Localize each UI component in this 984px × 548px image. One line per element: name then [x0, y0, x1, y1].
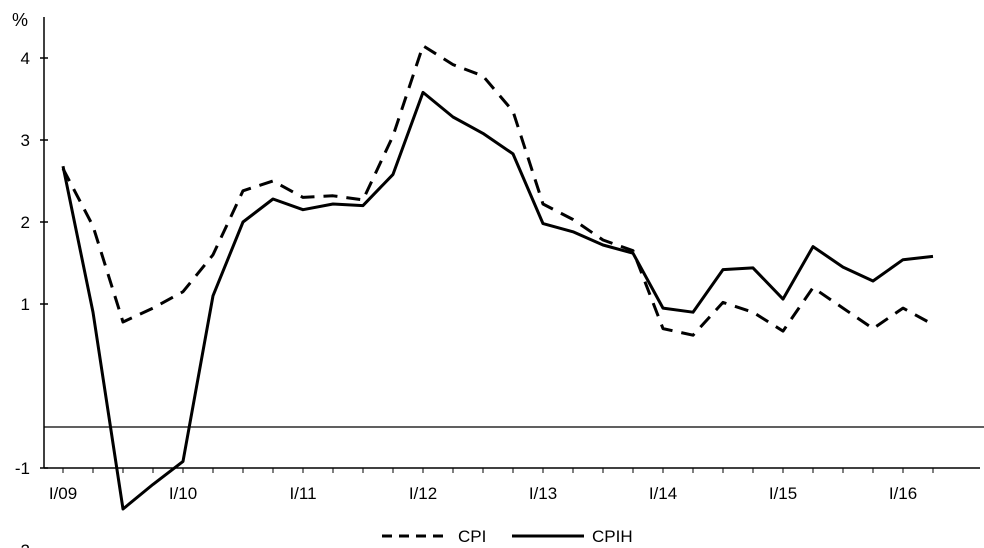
x-ticks: I/09 I/10 I/11 I/12 I/13 I/14 I/15 I/16 — [49, 468, 934, 503]
y-tick-label: 3 — [21, 131, 30, 150]
series-group — [61, 44, 934, 511]
y-tick-label: 1 — [21, 295, 30, 314]
legend-cpi-label: CPI — [458, 527, 486, 546]
legend: CPI CPIH — [382, 527, 633, 546]
y-tick-label: -1 — [15, 459, 30, 478]
y-tick-label: 2 — [21, 213, 30, 232]
x-tick-label: I/14 — [649, 484, 677, 503]
series-line-cpih — [61, 90, 934, 511]
y-tick-label: 4 — [21, 49, 30, 68]
x-tick-label: I/12 — [409, 484, 437, 503]
x-tick-label: I/09 — [49, 484, 77, 503]
x-tick-label: I/15 — [769, 484, 797, 503]
y-axis-unit: % — [12, 10, 28, 30]
y-ticks: 4 3 2 1 -1 -2 — [15, 49, 48, 548]
x-tick-label: I/13 — [529, 484, 557, 503]
x-tick-label: I/10 — [169, 484, 197, 503]
y-tick-label: -2 — [15, 541, 30, 548]
x-tick-label: I/16 — [889, 484, 917, 503]
series-line-cpi — [61, 44, 934, 337]
x-tick-label: I/11 — [289, 484, 316, 503]
legend-cpih-label: CPIH — [592, 527, 633, 546]
